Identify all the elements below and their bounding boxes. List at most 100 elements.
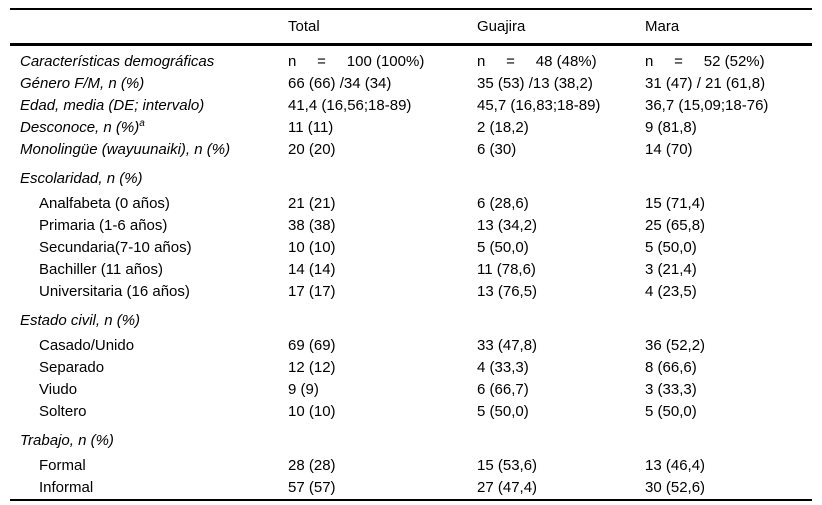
cell-guajira: 2 (18,2)	[477, 119, 529, 136]
cell-mara: 3 (33,3)	[645, 381, 697, 398]
row-label: Bachiller (11 años)	[39, 261, 163, 278]
row-label: Edad, media (DE; intervalo)	[20, 97, 205, 114]
cell-mara: 5 (50,0)	[645, 239, 697, 256]
cell-total: n = 100 (100%)	[288, 53, 425, 70]
cell-mara: 15 (71,4)	[645, 195, 706, 212]
row-label: Viudo	[39, 381, 78, 398]
table-row-formal: Formal 28 (28) 15 (53,6) 13 (46,4)	[10, 455, 812, 477]
cell-mara: 31 (47) / 21 (61,8)	[645, 75, 766, 92]
row-label: Género F/M, n (%)	[20, 75, 145, 92]
cell-mara: 30 (52,6)	[645, 479, 706, 496]
table-row-desconoce: Desconoce, n (%)a 11 (11) 2 (18,2) 9 (81…	[10, 117, 812, 139]
cell-mara: 8 (66,6)	[645, 359, 697, 376]
cell-mara: n = 52 (52%)	[645, 53, 765, 70]
demographics-table: Total Guajira Mara Características demog…	[10, 8, 812, 501]
cell-mara	[645, 303, 812, 335]
cell-total: 21 (21)	[288, 195, 336, 212]
table-row-monolingue: Monolingüe (wayuunaiki), n (%) 20 (20) 6…	[10, 139, 812, 161]
cell-mara: 13 (46,4)	[645, 457, 706, 474]
group-row-trabajo: Trabajo, n (%)	[10, 423, 812, 455]
cell-mara: 25 (65,8)	[645, 217, 706, 234]
group-label: Estado civil, n (%)	[20, 312, 141, 329]
column-header-guajira: Guajira	[477, 18, 526, 35]
group-label: Escolaridad, n (%)	[20, 170, 143, 187]
cell-total: 9 (9)	[288, 381, 319, 398]
row-label: Primaria (1-6 años)	[39, 217, 168, 234]
table-row-caracteristicas: Características demográficas n = 100 (10…	[10, 45, 812, 74]
table-row-analfabeta: Analfabeta (0 años) 21 (21) 6 (28,6) 15 …	[10, 193, 812, 215]
cell-total: 20 (20)	[288, 141, 336, 158]
table-row-genero: Género F/M, n (%) 66 (66) /34 (34) 35 (5…	[10, 73, 812, 95]
table-row-separado: Separado 12 (12) 4 (33,3) 8 (66,6)	[10, 357, 812, 379]
cell-mara: 36,7 (15,09;18-76)	[645, 97, 769, 114]
cell-mara: 5 (50,0)	[645, 403, 697, 420]
cell-guajira: 13 (34,2)	[477, 217, 538, 234]
cell-total: 66 (66) /34 (34)	[288, 75, 392, 92]
cell-total: 41,4 (16,56;18-89)	[288, 97, 412, 114]
row-label: Secundaria(7-10 años)	[39, 239, 192, 256]
row-label: Formal	[39, 457, 86, 474]
cell-guajira: 5 (50,0)	[477, 403, 529, 420]
cell-total: 38 (38)	[288, 217, 336, 234]
row-label-text: Desconoce, n (%)	[20, 119, 140, 136]
cell-total: 17 (17)	[288, 283, 336, 300]
table-row-secundaria: Secundaria(7-10 años) 10 (10) 5 (50,0) 5…	[10, 237, 812, 259]
cell-total: 69 (69)	[288, 337, 336, 354]
table-row-primaria: Primaria (1-6 años) 38 (38) 13 (34,2) 25…	[10, 215, 812, 237]
cell-mara: 3 (21,4)	[645, 261, 697, 278]
cell-total: 14 (14)	[288, 261, 336, 278]
row-label: Desconoce, n (%)a	[10, 117, 288, 139]
row-label: Universitaria (16 años)	[39, 283, 190, 300]
cell-guajira: 35 (53) /13 (38,2)	[477, 75, 593, 92]
group-row-escolaridad: Escolaridad, n (%)	[10, 161, 812, 193]
table-row-soltero: Soltero 10 (10) 5 (50,0) 5 (50,0)	[10, 401, 812, 423]
table-row-bachiller: Bachiller (11 años) 14 (14) 11 (78,6) 3 …	[10, 259, 812, 281]
row-label: Casado/Unido	[39, 337, 135, 354]
cell-mara: 9 (81,8)	[645, 119, 697, 136]
cell-guajira: 6 (28,6)	[477, 195, 529, 212]
cell-guajira	[477, 423, 645, 455]
cell-total: 10 (10)	[288, 239, 336, 256]
cell-total: 28 (28)	[288, 457, 336, 474]
table-row-informal: Informal 57 (57) 27 (47,4) 30 (52,6)	[10, 477, 812, 500]
header-row: Total Guajira Mara	[10, 9, 812, 45]
column-header-total: Total	[288, 18, 320, 35]
column-header-mara: Mara	[645, 18, 680, 35]
cell-guajira: 33 (47,8)	[477, 337, 538, 354]
cell-guajira: 6 (30)	[477, 141, 517, 158]
cell-guajira: 11 (78,6)	[477, 261, 536, 278]
cell-mara: 14 (70)	[645, 141, 693, 158]
footnote-marker: a	[139, 118, 145, 129]
cell-total	[288, 303, 477, 335]
cell-total: 12 (12)	[288, 359, 336, 376]
group-label: Trabajo, n (%)	[20, 432, 114, 449]
cell-guajira: 6 (66,7)	[477, 381, 529, 398]
cell-guajira: 13 (76,5)	[477, 283, 538, 300]
row-label: Monolingüe (wayuunaiki), n (%)	[20, 141, 231, 158]
cell-guajira	[477, 303, 645, 335]
table-row-universitaria: Universitaria (16 años) 17 (17) 13 (76,5…	[10, 281, 812, 303]
column-header-empty	[10, 9, 288, 45]
cell-mara: 36 (52,2)	[645, 337, 706, 354]
cell-guajira: 4 (33,3)	[477, 359, 529, 376]
cell-total: 11 (11)	[288, 119, 334, 136]
row-label: Analfabeta (0 años)	[39, 195, 170, 212]
cell-total: 10 (10)	[288, 403, 336, 420]
table-row-edad: Edad, media (DE; intervalo) 41,4 (16,56;…	[10, 95, 812, 117]
row-label: Características demográficas	[20, 53, 215, 70]
cell-guajira: 15 (53,6)	[477, 457, 538, 474]
cell-guajira: n = 48 (48%)	[477, 53, 597, 70]
row-label: Separado	[39, 359, 105, 376]
cell-guajira: 27 (47,4)	[477, 479, 538, 496]
cell-guajira: 5 (50,0)	[477, 239, 529, 256]
table-row-viudo: Viudo 9 (9) 6 (66,7) 3 (33,3)	[10, 379, 812, 401]
group-row-estado-civil: Estado civil, n (%)	[10, 303, 812, 335]
cell-mara	[645, 423, 812, 455]
cell-mara	[645, 161, 812, 193]
cell-guajira	[477, 161, 645, 193]
row-label: Informal	[39, 479, 94, 496]
cell-total	[288, 423, 477, 455]
table-row-casado: Casado/Unido 69 (69) 33 (47,8) 36 (52,2)	[10, 335, 812, 357]
cell-total	[288, 161, 477, 193]
